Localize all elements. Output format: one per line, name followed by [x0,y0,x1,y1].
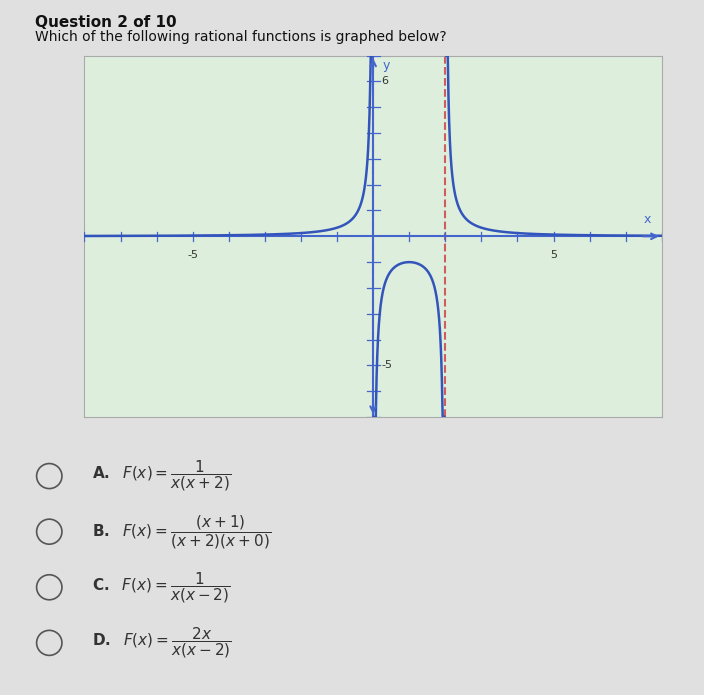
Text: Which of the following rational functions is graphed below?: Which of the following rational function… [35,30,447,44]
Text: $\mathbf{B.}$  $F(x) = \dfrac{(x+1)}{(x+2)(x+0)}$: $\mathbf{B.}$ $F(x) = \dfrac{(x+1)}{(x+2… [92,513,271,550]
Text: $\mathbf{A.}$  $F(x) = \dfrac{1}{x(x+2)}$: $\mathbf{A.}$ $F(x) = \dfrac{1}{x(x+2)}$ [92,459,231,493]
Text: $\mathbf{C.}$  $F(x) = \dfrac{1}{x(x-2)}$: $\mathbf{C.}$ $F(x) = \dfrac{1}{x(x-2)}$ [92,570,230,605]
Text: -5: -5 [381,361,392,370]
Text: -5: -5 [187,250,199,261]
Text: 5: 5 [550,250,557,261]
Text: Question 2 of 10: Question 2 of 10 [35,15,177,31]
Text: x: x [643,213,651,226]
Text: $\mathbf{D.}$  $F(x) = \dfrac{2x}{x(x-2)}$: $\mathbf{D.}$ $F(x) = \dfrac{2x}{x(x-2)}… [92,626,232,660]
Text: 6: 6 [381,76,388,86]
Text: y: y [382,60,389,72]
